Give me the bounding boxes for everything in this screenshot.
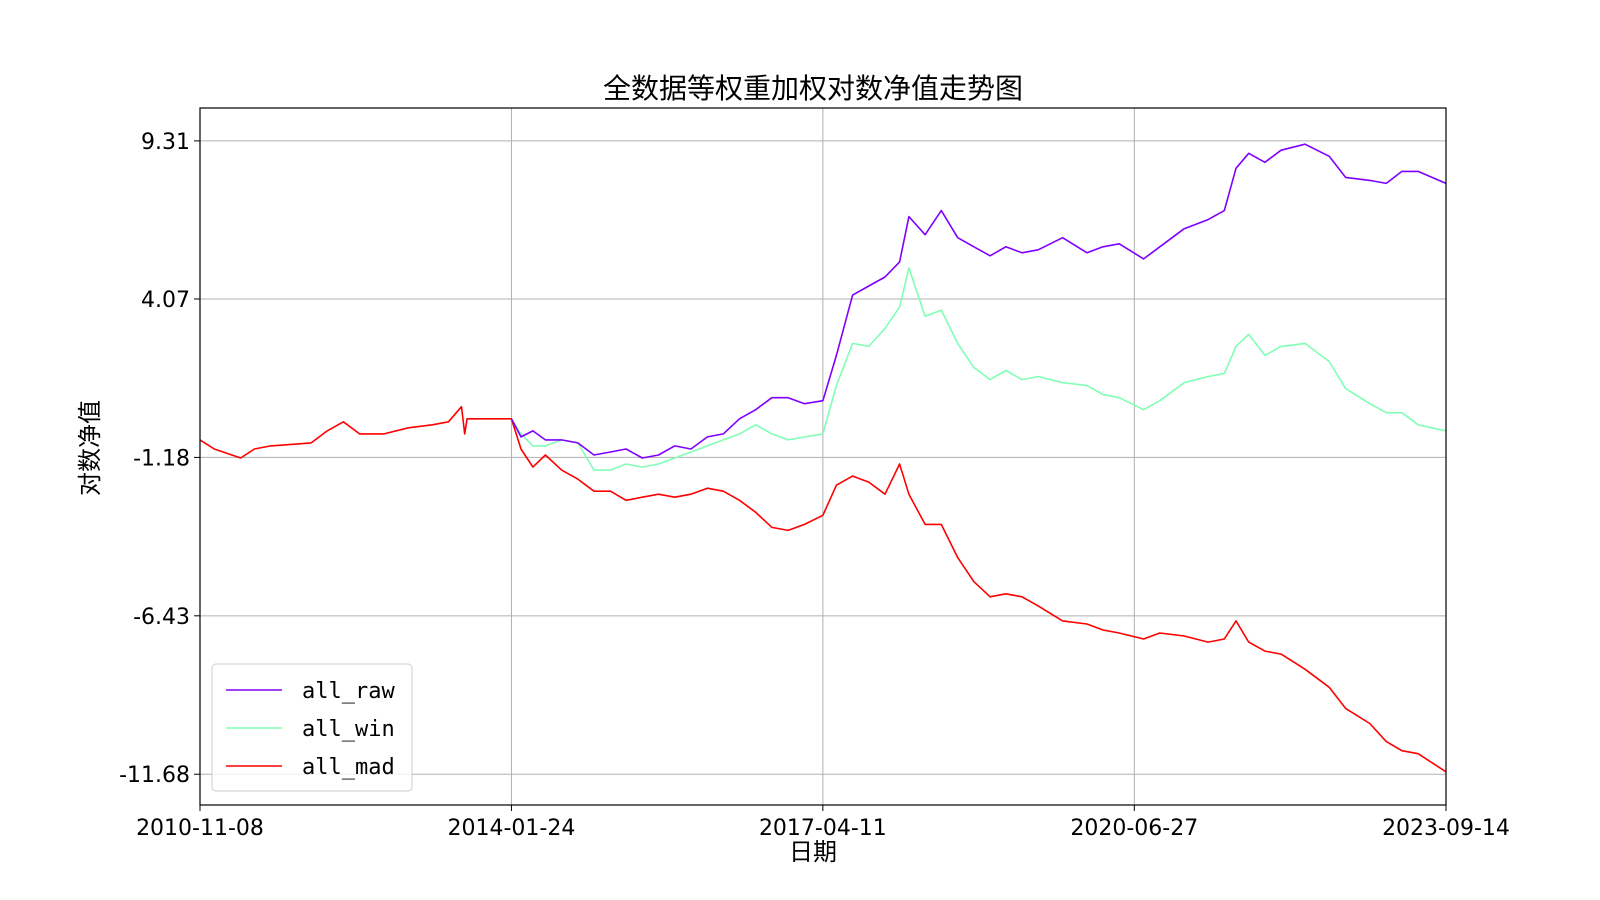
x-axis-label: 日期 [789, 838, 837, 866]
y-axis-label: 对数净值 [76, 400, 104, 496]
legend-box [211, 663, 413, 792]
legend-label: all_win [302, 717, 395, 742]
y-tick-label: 4.07 [141, 288, 190, 313]
x-ticks: 2010-11-08 2014-01-24 2017-04-11 2020-06-27… [136, 805, 1510, 841]
legend-label: all_mad [302, 755, 395, 780]
x-tick-label: 2023-09-14 [1382, 816, 1510, 841]
chart-title: 全数据等权重加权对数净值走势图 [603, 72, 1023, 105]
legend: all_raw all_win all_mad [211, 663, 413, 792]
legend-label: all_raw [302, 679, 395, 704]
x-tick-label: 2010-11-08 [136, 816, 264, 841]
y-tick-label: -1.18 [133, 446, 190, 471]
x-tick-label: 2020-06-27 [1070, 816, 1198, 841]
series-line-all_raw [510, 143, 1447, 459]
series-group [199, 143, 1447, 773]
series-line-all_win [510, 267, 1447, 471]
y-ticks: 9.31 4.07 -1.18 -6.43 -11.68 [119, 130, 200, 788]
x-tick-label: 2014-01-24 [448, 816, 576, 841]
x-tick-label: 2017-04-11 [759, 816, 887, 841]
y-tick-label: 9.31 [141, 130, 190, 155]
series-line-all_mad [199, 405, 1447, 773]
y-tick-label: -6.43 [133, 605, 190, 630]
y-tick-label: -11.68 [119, 763, 190, 788]
